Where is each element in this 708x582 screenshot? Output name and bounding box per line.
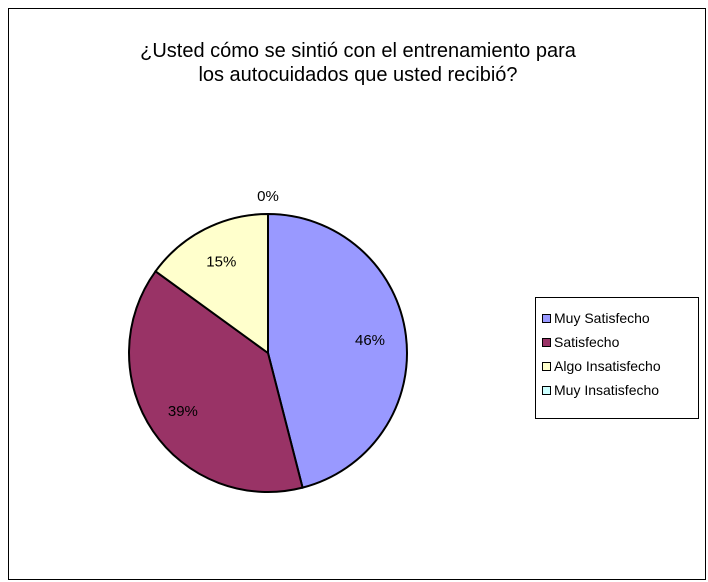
data-label-muy-satisfecho: 46% bbox=[355, 332, 385, 349]
legend-swatch bbox=[542, 361, 551, 371]
slice-algo-insatisfecho bbox=[154, 212, 269, 355]
legend-swatch bbox=[542, 313, 551, 323]
legend-label: Muy Insatisfecho bbox=[554, 382, 660, 398]
data-label-satisfecho: 39% bbox=[168, 403, 198, 420]
legend-label: Satisfecho bbox=[554, 334, 620, 350]
chart-title-line-2: los autocuidados que usted recibió? bbox=[198, 64, 518, 86]
legend-item-muy-satisfecho: Muy Satisfecho bbox=[542, 306, 698, 330]
legend-item-satisfecho: Satisfecho bbox=[542, 330, 698, 354]
legend-swatch bbox=[542, 337, 551, 347]
slice-muy-satisfecho bbox=[267, 212, 408, 489]
legend-label: Algo Insatisfecho bbox=[554, 358, 661, 374]
chart-legend: Muy Satisfecho Satisfecho Algo Insatisfe… bbox=[535, 297, 699, 419]
legend-item-muy-insatisfecho: Muy Insatisfecho bbox=[542, 378, 698, 402]
legend-label: Muy Satisfecho bbox=[554, 310, 650, 326]
data-label-algo-insatisfecho: 15% bbox=[206, 253, 236, 270]
chart-title: ¿Usted cómo se sintió con el entrenamien… bbox=[9, 39, 707, 87]
chart-title-line-1: ¿Usted cómo se sintió con el entrenamien… bbox=[140, 40, 576, 62]
legend-swatch bbox=[542, 385, 551, 395]
data-label-muy-insatisfecho: 0% bbox=[257, 188, 279, 205]
legend-item-algo-insatisfecho: Algo Insatisfecho bbox=[542, 354, 698, 378]
slice-satisfecho bbox=[128, 269, 304, 493]
chart-area: ¿Usted cómo se sintió con el entrenamien… bbox=[8, 8, 706, 580]
